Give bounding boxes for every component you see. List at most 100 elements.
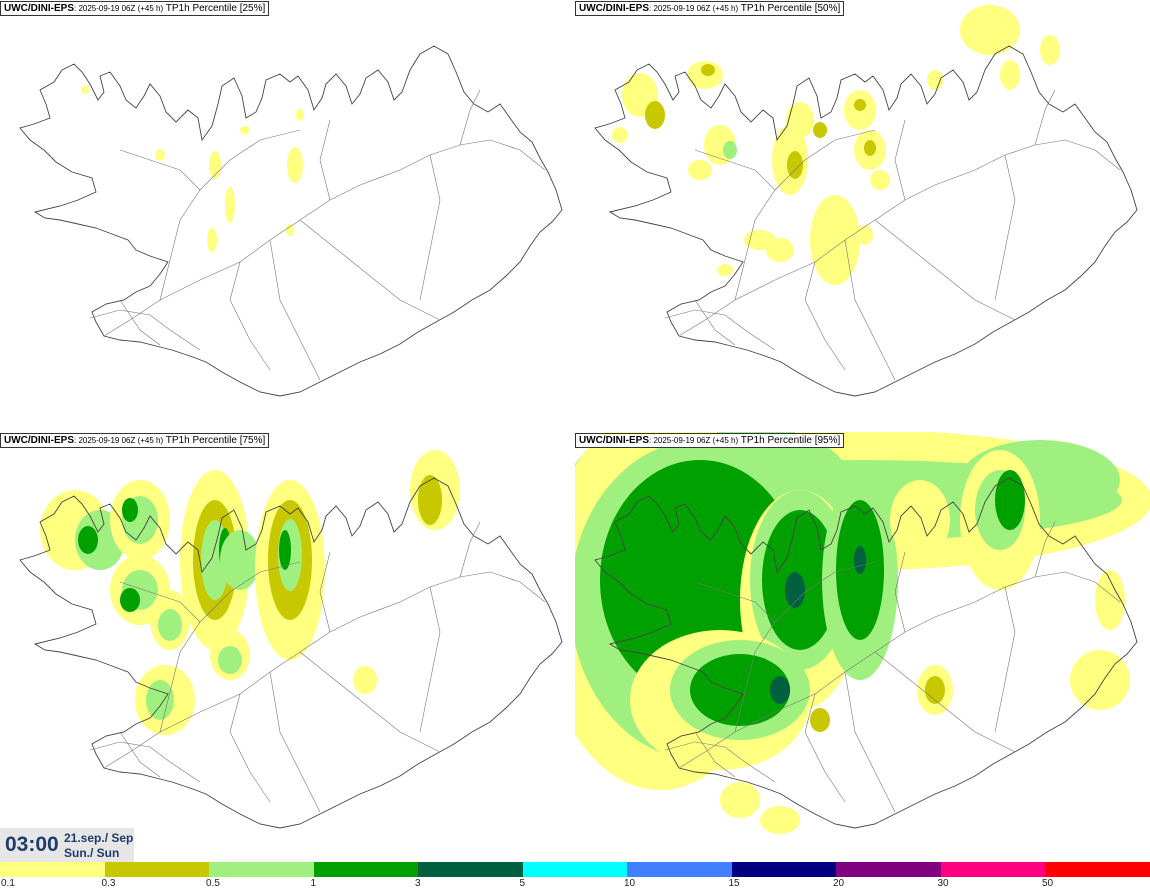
colorbar-bin bbox=[418, 862, 523, 877]
road-line bbox=[664, 741, 776, 783]
road-line bbox=[804, 693, 846, 803]
valid-day: Sun./ Sun bbox=[64, 846, 120, 860]
road-line bbox=[319, 119, 331, 201]
road-line bbox=[299, 651, 441, 753]
precip-area bbox=[810, 708, 830, 732]
road-line bbox=[89, 309, 201, 351]
valid-time: 03:00 bbox=[5, 833, 59, 856]
precip-area bbox=[612, 127, 628, 143]
colorbar-bin bbox=[731, 862, 837, 877]
road-line bbox=[1034, 521, 1056, 578]
precip-area bbox=[287, 147, 303, 183]
road-line bbox=[103, 139, 546, 337]
map-canvas bbox=[19, 450, 563, 829]
precip-area bbox=[207, 228, 217, 252]
precip-area bbox=[353, 666, 377, 694]
coastline bbox=[19, 45, 563, 397]
road-line bbox=[994, 154, 1016, 301]
road-line bbox=[119, 299, 161, 346]
precip-area bbox=[155, 149, 165, 161]
precip-area bbox=[787, 151, 803, 179]
road-line bbox=[1034, 89, 1056, 146]
precip-area bbox=[225, 187, 235, 223]
precip-area bbox=[995, 470, 1025, 530]
colorbar-bin bbox=[209, 862, 314, 877]
precip-area bbox=[717, 264, 733, 276]
precip-area bbox=[857, 225, 873, 245]
road-line bbox=[419, 586, 441, 733]
road-line bbox=[874, 219, 1016, 321]
road-line bbox=[664, 309, 776, 351]
colorbar-tick-label: 10 bbox=[624, 878, 636, 889]
colorbar-bin bbox=[627, 862, 732, 877]
coastline bbox=[594, 45, 1138, 397]
precip-area bbox=[1095, 570, 1125, 630]
road-line bbox=[459, 521, 481, 578]
panel-title: UWC/DINI-EPS: 2025-09-19 06Z (+45 h) TP1… bbox=[575, 433, 845, 448]
precip-area bbox=[645, 101, 665, 129]
road-line bbox=[119, 581, 201, 623]
precip-area bbox=[813, 122, 827, 138]
precip-area bbox=[701, 64, 715, 76]
colorbar-bin bbox=[836, 862, 941, 877]
road-line bbox=[844, 239, 896, 381]
precip-area bbox=[744, 230, 776, 250]
colorbar-bin bbox=[104, 862, 210, 877]
colorbar-bin bbox=[522, 862, 628, 877]
precip-area bbox=[1000, 60, 1020, 90]
precip-area bbox=[296, 109, 304, 121]
precip-area bbox=[785, 572, 805, 608]
precip-area bbox=[770, 676, 790, 704]
coastline bbox=[19, 477, 563, 829]
panel-title: UWC/DINI-EPS: 2025-09-19 06Z (+45 h) TP1… bbox=[0, 1, 270, 16]
road-line bbox=[319, 551, 331, 633]
precip-area bbox=[218, 646, 242, 674]
precip-area bbox=[720, 782, 760, 818]
colorbar-tick-label: 50 bbox=[1042, 878, 1054, 889]
road-line bbox=[459, 89, 481, 146]
colorbar-bin bbox=[313, 862, 419, 877]
map-panel-p75: UWC/DINI-EPS: 2025-09-19 06Z (+45 h) TP1… bbox=[0, 432, 575, 862]
precip-area bbox=[870, 170, 890, 190]
colorbar-tick-label: 0.5 bbox=[206, 878, 220, 889]
colorbar-tick-label: 0.3 bbox=[101, 878, 116, 889]
road-line bbox=[89, 741, 201, 783]
precip-area bbox=[81, 86, 89, 94]
precip-colorbar bbox=[0, 862, 1150, 877]
road-line bbox=[229, 261, 271, 371]
road-line bbox=[694, 149, 776, 191]
precip-area bbox=[925, 676, 945, 704]
map-panel-p50: UWC/DINI-EPS: 2025-09-19 06Z (+45 h) TP1… bbox=[575, 0, 1150, 430]
precip-area bbox=[854, 99, 866, 111]
precip-area bbox=[1040, 35, 1060, 65]
road-line bbox=[894, 119, 906, 201]
precip-area bbox=[760, 806, 800, 834]
road-line bbox=[694, 299, 736, 346]
precip-area bbox=[690, 654, 790, 726]
road-line bbox=[874, 651, 1016, 753]
road-line bbox=[804, 261, 846, 371]
precip-area bbox=[286, 224, 294, 236]
road-line bbox=[269, 671, 321, 813]
road-line bbox=[119, 731, 161, 778]
precip-area bbox=[158, 609, 182, 641]
colorbar-tick-label: 15 bbox=[728, 878, 740, 889]
precip-area bbox=[854, 546, 866, 574]
precip-area bbox=[240, 126, 250, 134]
precip-area bbox=[122, 498, 138, 522]
precip-area bbox=[786, 102, 814, 138]
map-panel-p95: UWC/DINI-EPS: 2025-09-19 06Z (+45 h) TP1… bbox=[575, 432, 1150, 862]
road-line bbox=[844, 671, 896, 813]
precip-area bbox=[675, 480, 725, 560]
precip-area bbox=[120, 588, 140, 612]
precip-area bbox=[810, 195, 860, 285]
colorbar-tick-label: 20 bbox=[833, 878, 845, 889]
coastline bbox=[594, 477, 1138, 829]
precip-area bbox=[1070, 650, 1130, 710]
precip-area bbox=[605, 510, 685, 610]
precip-area bbox=[146, 680, 174, 720]
colorbar-tick-label: 0.1 bbox=[1, 878, 15, 889]
road-line bbox=[894, 551, 906, 633]
colorbar-bin bbox=[940, 862, 1046, 877]
map-panel-p25: UWC/DINI-EPS: 2025-09-19 06Z (+45 h) TP1… bbox=[0, 0, 575, 430]
